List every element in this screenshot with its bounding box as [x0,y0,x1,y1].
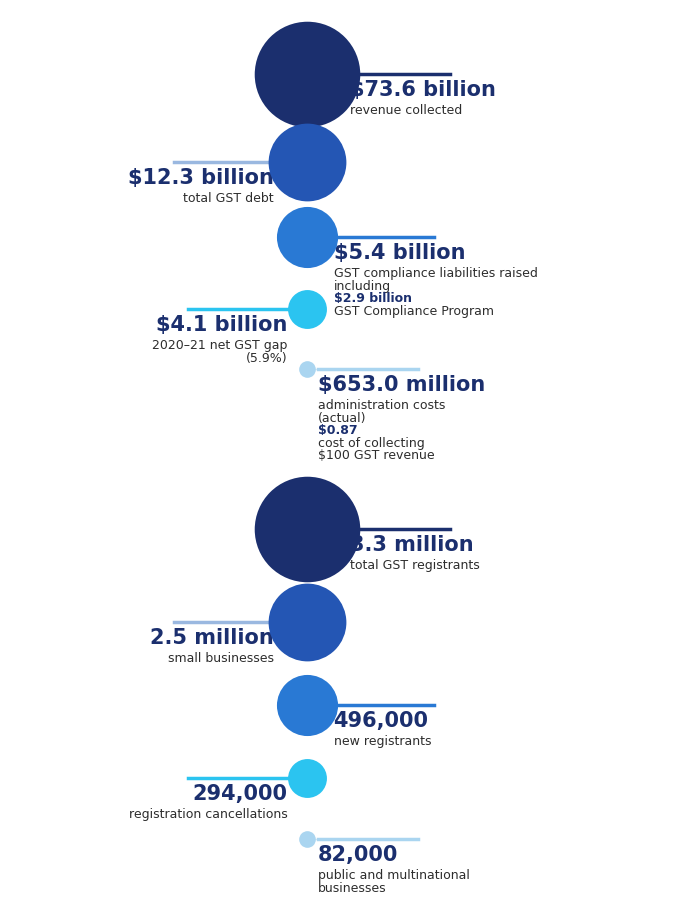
Text: including: including [333,280,391,292]
Text: $100 GST revenue: $100 GST revenue [318,449,434,462]
Text: 496,000: 496,000 [333,710,429,731]
Text: $73.6 billion: $73.6 billion [349,80,495,100]
Text: administration costs: administration costs [318,399,445,411]
Point [301,302,312,317]
Text: $5.4 billion: $5.4 billion [333,243,465,262]
Text: small businesses: small businesses [167,651,274,664]
Point [301,156,312,170]
Text: total GST registrants: total GST registrants [349,558,480,571]
Text: revenue collected: revenue collected [349,104,462,117]
Text: $2.9 billion: $2.9 billion [333,292,411,305]
Point [301,615,312,630]
Text: (actual): (actual) [318,411,366,424]
Point [301,231,312,245]
Text: GST Compliance Program: GST Compliance Program [333,305,493,318]
Text: 2.5 million: 2.5 million [150,627,274,648]
Text: GST compliance liabilities raised: GST compliance liabilities raised [333,267,537,280]
Text: 294,000: 294,000 [193,783,287,803]
Point [301,698,312,713]
Text: registration cancellations: registration cancellations [129,807,287,820]
Point [301,522,312,537]
Text: new registrants: new registrants [333,734,431,747]
Point [301,68,312,82]
Text: cost of collecting: cost of collecting [318,437,424,449]
Text: $4.1 billion: $4.1 billion [156,315,287,335]
Text: $653.0 million: $653.0 million [318,374,485,394]
Text: 2020–21 net GST gap: 2020–21 net GST gap [152,338,287,352]
Text: $12.3 billion: $12.3 billion [127,168,274,188]
Text: 82,000: 82,000 [318,844,398,864]
Text: total GST debt: total GST debt [183,192,274,205]
Text: $0.87: $0.87 [318,424,357,437]
Point [301,771,312,786]
Point [301,363,312,377]
Text: 3.3 million: 3.3 million [349,534,473,555]
Text: businesses: businesses [318,880,387,894]
Text: public and multinational: public and multinational [318,868,469,881]
Text: (5.9%): (5.9%) [246,351,287,364]
Point [301,832,312,846]
